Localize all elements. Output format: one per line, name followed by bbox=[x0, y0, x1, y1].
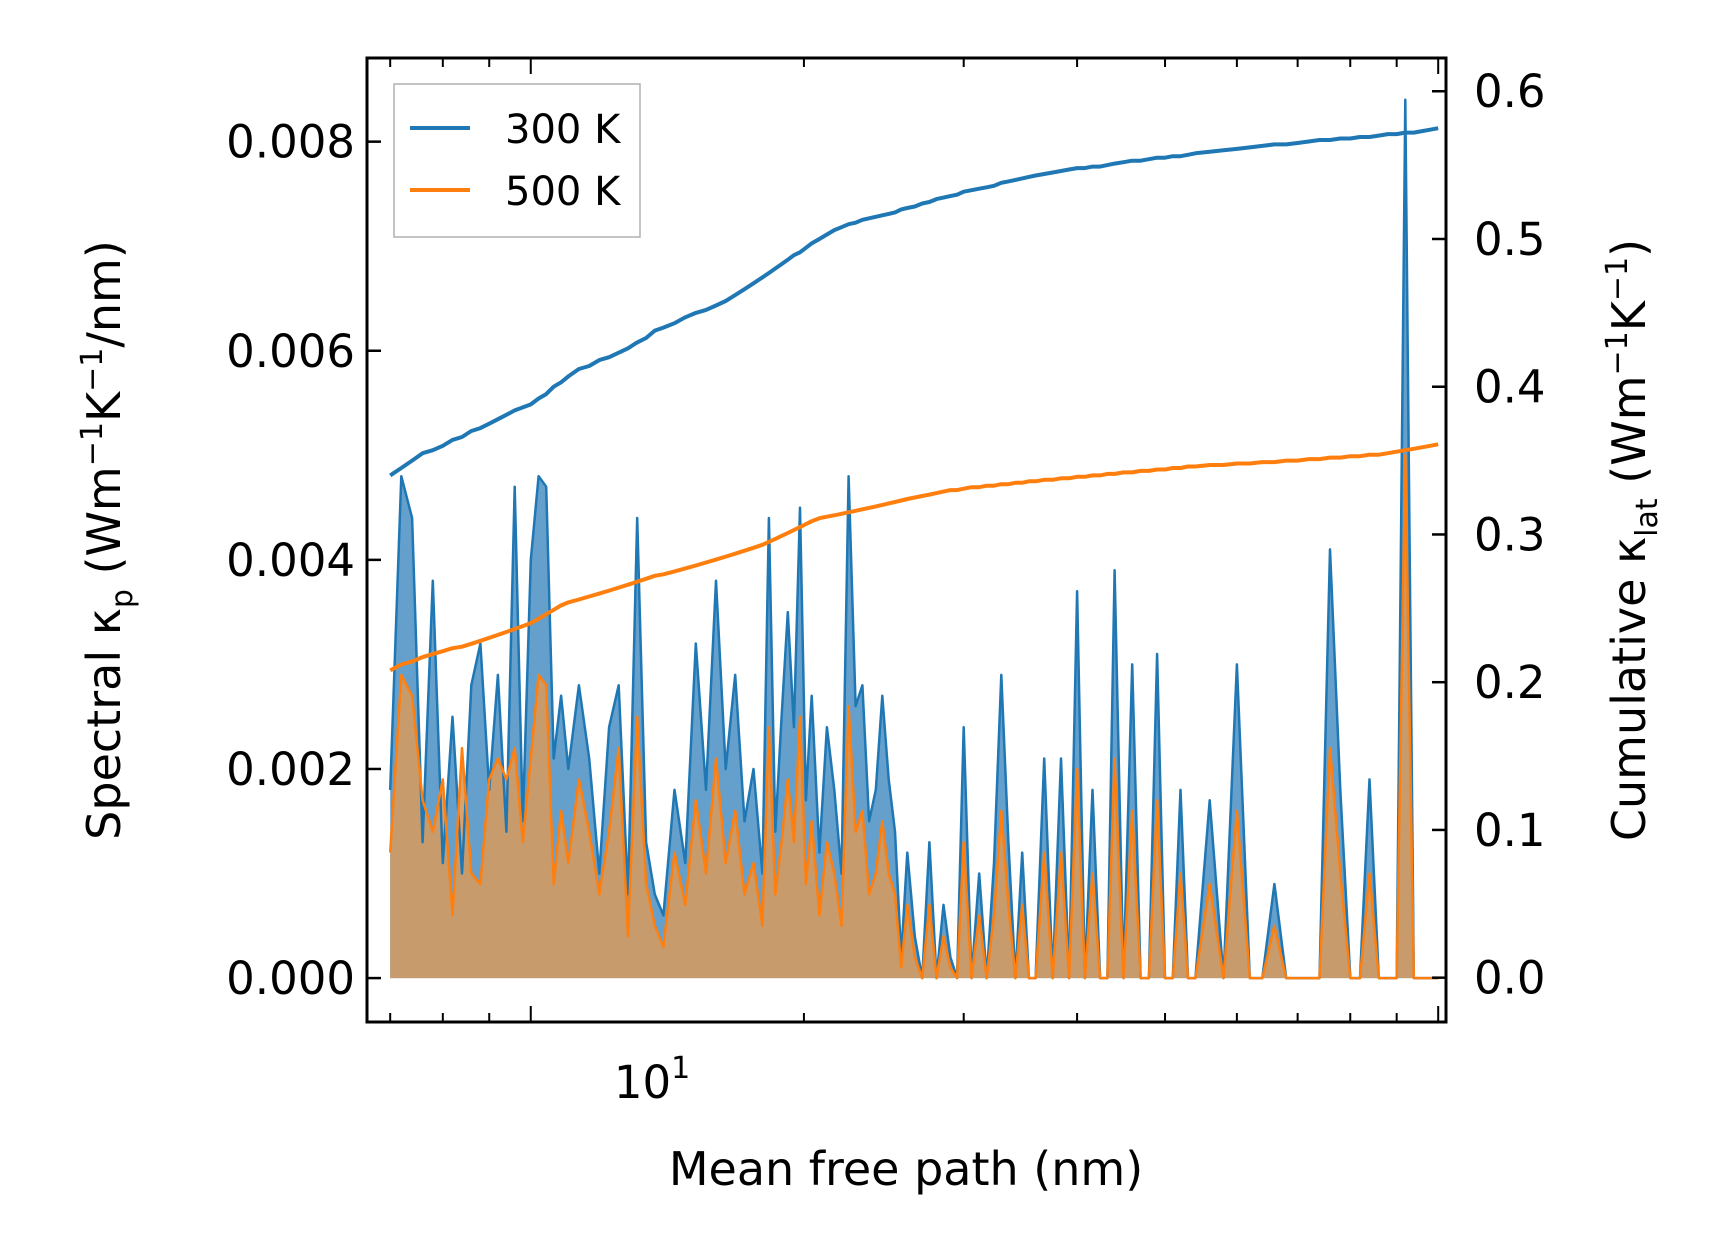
y-axis-label-right: Cumulative κlat (Wm−1K−1) bbox=[1600, 239, 1665, 841]
x-axis-label: Mean free path (nm) bbox=[669, 1142, 1143, 1196]
cumulative-line-500K bbox=[389, 442, 1439, 673]
y-right-tick-label: 0.5 bbox=[1474, 213, 1546, 266]
y-right-tick-label: 0.6 bbox=[1474, 65, 1546, 118]
plot-area bbox=[388, 98, 1439, 980]
spectral-line-300K bbox=[388, 98, 1439, 980]
x-tick-label-10: 101 bbox=[614, 1051, 690, 1109]
plot-frame bbox=[365, 56, 1448, 1024]
cumulative-line-300K bbox=[389, 126, 1439, 478]
axes-ticks: 0.000 0.002 0.004 0.006 0.008 0.0 0.1 0.2 0.3 0.4… bbox=[226, 58, 1546, 1022]
legend: 300 K 500 K bbox=[393, 83, 641, 238]
spectral-area-500K bbox=[390, 455, 1439, 979]
y-left-tick-label: 0.002 bbox=[226, 743, 355, 796]
y-left-tick-label: 0.006 bbox=[226, 325, 355, 378]
legend-label-300K: 300 K bbox=[505, 107, 622, 153]
y-axis-label-left: Spectral κp (Wm−1K−1/nm) bbox=[75, 240, 140, 840]
y-left-tick-label: 0.008 bbox=[226, 116, 355, 169]
y-right-tick-label: 0.1 bbox=[1474, 804, 1546, 857]
y-right-tick-label: 0.4 bbox=[1474, 361, 1546, 414]
y-left-tick-label: 0.000 bbox=[226, 952, 355, 1005]
legend-label-500K: 500 K bbox=[505, 169, 622, 215]
legend-frame bbox=[393, 83, 641, 238]
y-right-tick-label: 0.0 bbox=[1474, 952, 1546, 1005]
y-right-tick-label: 0.3 bbox=[1474, 508, 1546, 561]
y-left-tick-label: 0.004 bbox=[226, 534, 355, 587]
spectral-line-500K bbox=[388, 454, 1439, 980]
y-right-tick-label: 0.2 bbox=[1474, 656, 1546, 709]
